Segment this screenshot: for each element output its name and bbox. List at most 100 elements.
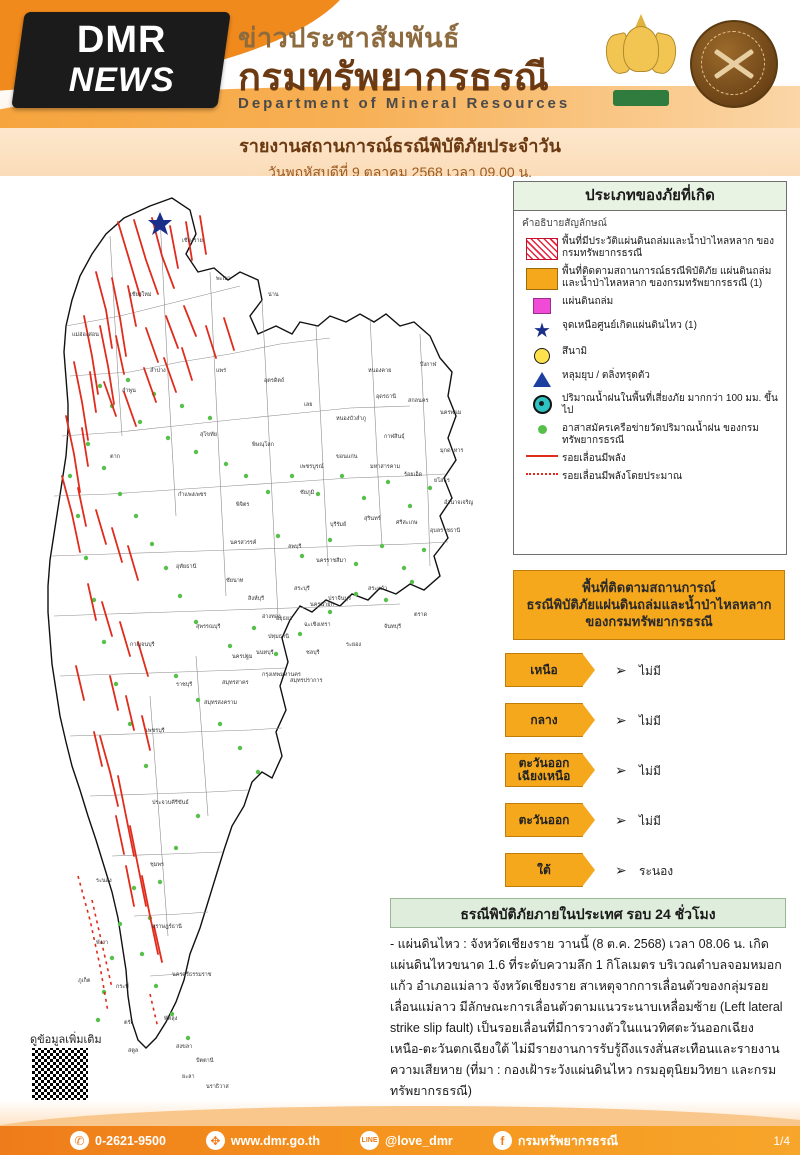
legend-item: สึนามิ	[514, 343, 786, 367]
legend-item-label: แผ่นดินถล่ม	[562, 296, 614, 307]
thailand-map[interactable]: แม่ฮ่องสอน เชียงใหม่ เชียงราย พะเยา น่าน…	[0, 176, 500, 1126]
footer-line[interactable]: LINE @love_dmr	[360, 1131, 453, 1150]
legend-item-label: อาสาสมัครเครือข่ายวัดปริมาณน้ำฝน ของกรมท…	[562, 423, 759, 446]
globe-icon: ✥	[205, 1131, 225, 1150]
region-value-south: ระนอง	[639, 864, 674, 878]
magenta-swatch-icon	[522, 296, 562, 314]
dmr-seal-icon	[690, 20, 778, 108]
svg-text:ระนอง: ระนอง	[96, 878, 112, 884]
svg-text:ชลบุรี: ชลบุรี	[306, 649, 320, 656]
svg-text:สมุทรสาคร: สมุทรสาคร	[222, 679, 249, 686]
svg-text:สุพรรณบุรี: สุพรรณบุรี	[196, 623, 220, 630]
svg-text:กาฬสินธุ์: กาฬสินธุ์	[384, 433, 405, 440]
svg-text:อุบลราชธานี: อุบลราชธานี	[430, 527, 460, 534]
region-value-central: ไม่มี	[639, 714, 661, 728]
monitoring-area-line1: พื้นที่ติดตามสถานการณ์	[582, 580, 716, 595]
svg-text:ปัตตานี: ปัตตานี	[196, 1057, 214, 1064]
footer-phone-label: 0-2621-9500	[95, 1133, 166, 1148]
footer-phone[interactable]: ✆ 0-2621-9500	[70, 1131, 166, 1150]
svg-text:ราชบุรี: ราชบุรี	[176, 681, 192, 688]
footer-website-label: www.dmr.go.th	[230, 1133, 321, 1148]
svg-text:ตราด: ตราด	[414, 612, 428, 618]
svg-text:กระบี่: กระบี่	[116, 982, 129, 990]
legend-item: ปริมาณน้ำฝนในพื้นที่เสี่ยงภัย มากกว่า 10…	[514, 390, 786, 420]
svg-text:นครปฐม: นครปฐม	[232, 653, 253, 660]
svg-text:สระบุรี: สระบุรี	[294, 585, 310, 592]
legend-item: อาสาสมัครเครือข่ายวัดปริมาณน้ำฝน ของกรมท…	[514, 420, 786, 450]
svg-text:ชุมพร: ชุมพร	[150, 861, 164, 868]
region-row-northeast: ตะวันออก เฉียงเหนือ ➢ ไม่มี	[505, 753, 795, 797]
qr-code[interactable]	[30, 1046, 90, 1106]
header-english-subtitle: Department of Mineral Resources	[238, 95, 571, 112]
svg-text:อุตรดิตถ์: อุตรดิตถ์	[264, 377, 284, 384]
svg-text:นครนายก: นครนายก	[310, 602, 334, 608]
legend-subheading: คำอธิบายสัญลักษณ์	[522, 218, 607, 229]
page-header: DMR NEWS ข่าวประชาสัมพันธ์ กรมทรัพยากรธร…	[0, 0, 800, 128]
footer-wave-decoration	[0, 1098, 800, 1128]
svg-text:ตรัง: ตรัง	[124, 1019, 134, 1026]
svg-text:ปราจีนบุรี: ปราจีนบุรี	[328, 595, 351, 602]
svg-text:สงขลา: สงขลา	[176, 1043, 192, 1050]
svg-text:เพชรบุรี: เพชรบุรี	[146, 727, 165, 734]
region-row-east: ตะวันออก ➢ ไม่มี	[505, 803, 795, 847]
dmr-news-logo: DMR NEWS	[11, 12, 231, 108]
region-tag-northeast-line1: ตะวันออก	[518, 756, 570, 770]
monitoring-area-box: พื้นที่ติดตามสถานการณ์ ธรณีพิบัติภัยแผ่น…	[513, 570, 785, 640]
svg-text:สุราษฎร์ธานี: สุราษฎร์ธานี	[152, 923, 182, 930]
footer-website[interactable]: ✥ www.dmr.go.th	[205, 1131, 321, 1150]
footer-facebook-label: กรมทรัพยากรธรณี	[517, 1133, 619, 1148]
svg-text:น่าน: น่าน	[268, 292, 279, 298]
svg-text:สิงห์บุรี: สิงห์บุรี	[247, 595, 264, 602]
svg-text:นนทบุรี: นนทบุรี	[256, 649, 274, 656]
legend-item-label: รอยเลื่อนมีพลัง	[562, 453, 626, 464]
svg-text:ศรีสะเกษ: ศรีสะเกษ	[396, 519, 418, 526]
legend-item: พื้นที่มีประวัติแผ่นดินถล่มและน้ำป่าไหลห…	[514, 233, 786, 263]
legend-item-label: พื้นที่ติดตามสถานการณ์ธรณีพิบัติภัย แผ่น…	[562, 266, 772, 289]
page-number: 1/4	[773, 1133, 790, 1148]
svg-text:อุทัยธานี: อุทัยธานี	[176, 563, 197, 570]
svg-text:ยะลา: ยะลา	[182, 1074, 195, 1080]
report-section-heading: ธรณีพิบัติภัยภายในประเทศ รอบ 24 ชั่วโมง	[390, 898, 786, 928]
legend-item-label: จุดเหนือศูนย์เกิดแผ่นดินไหว (1)	[562, 320, 697, 331]
report-title-band: รายงานสถานการณ์ธรณีพิบัติภัยประจำวัน วัน…	[0, 128, 800, 180]
svg-text:กำแพงเพชร: กำแพงเพชร	[178, 491, 207, 498]
svg-text:สระแก้ว: สระแก้ว	[368, 585, 387, 592]
region-tag-northeast-line2: เฉียงเหนือ	[517, 769, 571, 783]
target-circle-icon	[522, 393, 562, 414]
svg-text:ภูเก็ต: ภูเก็ต	[78, 976, 91, 984]
svg-text:เชียงราย: เชียงราย	[182, 237, 203, 244]
svg-text:สมุทรสงคราม: สมุทรสงคราม	[204, 699, 237, 706]
region-tag-south: ใต้	[505, 853, 595, 887]
legend-item-label: พื้นที่มีประวัติแผ่นดินถล่มและน้ำป่าไหลห…	[562, 236, 775, 259]
region-tag-east: ตะวันออก	[505, 803, 595, 837]
legend-item-label: ปริมาณน้ำฝนในพื้นที่เสี่ยงภัย มากกว่า 10…	[562, 393, 778, 416]
svg-text:ปทุมธานี: ปทุมธานี	[268, 633, 289, 640]
svg-text:สมุทรปราการ: สมุทรปราการ	[290, 677, 323, 684]
header-thai-subtitle: ข่าวประชาสัมพันธ์	[238, 23, 460, 53]
region-tag-north: เหนือ	[505, 653, 595, 687]
svg-text:นครพนม: นครพนม	[440, 410, 462, 416]
svg-text:นครสวรรค์: นครสวรรค์	[230, 539, 257, 546]
svg-text:เชียงใหม่: เชียงใหม่	[130, 291, 152, 298]
svg-text:นราธิวาส: นราธิวาส	[206, 1083, 229, 1090]
svg-text:กาญจนบุรี: กาญจนบุรี	[130, 641, 155, 648]
triangle-icon	[522, 370, 562, 387]
orange-swatch-icon	[522, 266, 562, 290]
region-row-south: ใต้ ➢ ระนอง	[505, 853, 795, 897]
svg-text:ฉะเชิงเทรา: ฉะเชิงเทรา	[304, 621, 331, 628]
logo-news-text: NEWS	[68, 61, 175, 99]
region-row-north: เหนือ ➢ ไม่มี	[505, 653, 795, 697]
legend-heading: ประเภทของภัยที่เกิด	[514, 182, 786, 211]
region-arrow-icon: ➢	[615, 712, 627, 728]
legend-item-label: หลุมยุบ / ตลิ่งทรุดตัว	[562, 370, 650, 381]
svg-text:กรุงเทพมหานคร: กรุงเทพมหานคร	[262, 672, 301, 678]
footer-facebook[interactable]: f กรมทรัพยากรธรณี	[492, 1131, 619, 1151]
svg-text:สุรินทร์: สุรินทร์	[364, 515, 381, 522]
svg-text:แม่ฮ่องสอน: แม่ฮ่องสอน	[72, 331, 99, 338]
province-labels: แม่ฮ่องสอน เชียงใหม่ เชียงราย พะเยา น่าน…	[72, 237, 474, 1090]
svg-text:แพร่: แพร่	[216, 368, 226, 374]
svg-text:อยุธยา: อยุธยา	[276, 615, 292, 622]
svg-text:บุรีรัมย์: บุรีรัมย์	[330, 521, 346, 528]
legend-item: รอยเลื่อนมีพลังโดยประมาณ	[514, 468, 786, 486]
solid-line-icon	[522, 453, 562, 457]
